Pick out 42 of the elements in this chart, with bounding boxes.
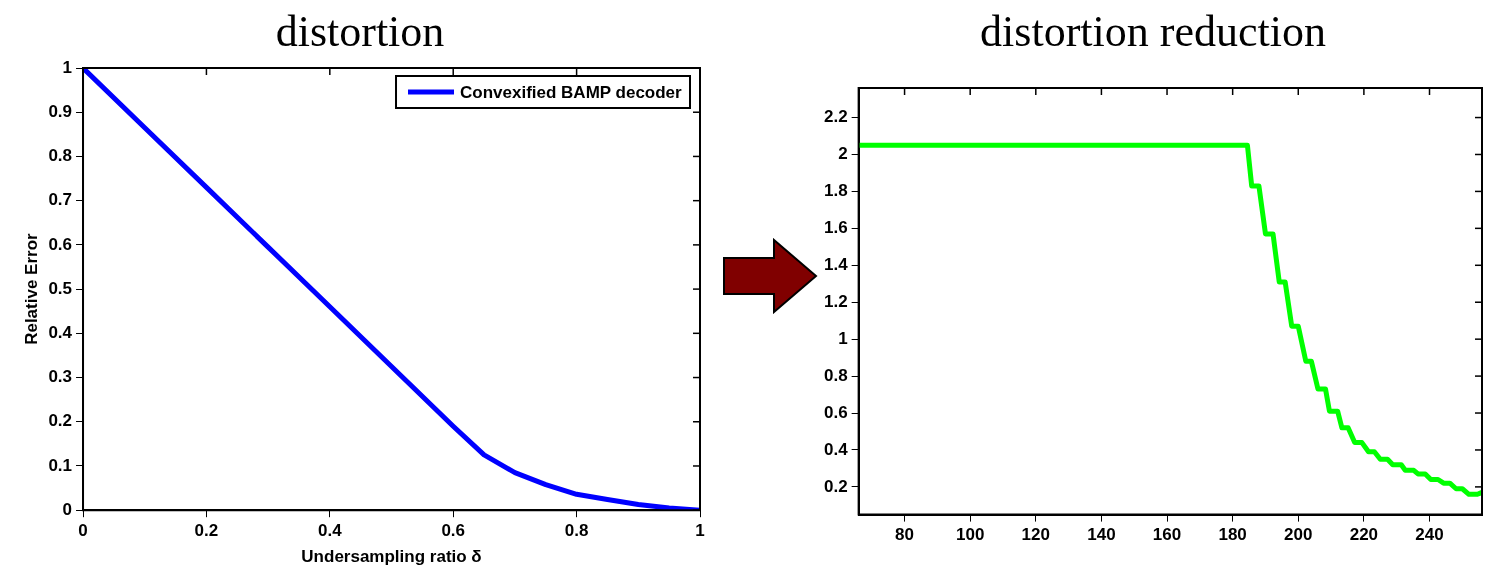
chart-title: distortion [274, 6, 446, 57]
x-tick-label: 220 [1349, 525, 1379, 545]
y-tick-label: 1 [62, 57, 73, 77]
x-tick-label: 0.4 [318, 521, 343, 541]
y-tick-label: 0.7 [48, 190, 73, 210]
legend-label: Convexified BAMP decoder [460, 82, 683, 102]
y-tick-label: 0.2 [48, 411, 73, 431]
y-tick-label: 1.6 [823, 218, 848, 238]
x-tick-label: 240 [1415, 525, 1444, 545]
y-tick-label: 0 [62, 499, 73, 519]
y-tick-label: 1.8 [823, 181, 848, 201]
x-tick-label: 160 [1152, 525, 1182, 545]
x-tick-label: 0.2 [194, 521, 219, 541]
y-tick-label: 2 [838, 144, 848, 164]
y-tick-label: 0.6 [48, 234, 73, 254]
x-tick-label: 140 [1087, 525, 1116, 545]
chart-title: distortion reduction [979, 6, 1327, 57]
y-tick-label: 2.2 [823, 107, 848, 127]
x-tick-label: 180 [1218, 525, 1247, 545]
x-tick-label: 80 [895, 525, 915, 545]
x-tick-label: 200 [1284, 525, 1313, 545]
y-tick-label: 0.8 [48, 146, 73, 166]
y-tick-label: 1.2 [823, 291, 848, 311]
y-tick-label: 0.6 [823, 402, 848, 422]
y-tick-label: 1 [838, 328, 848, 348]
y-tick-label: 0.9 [48, 101, 73, 121]
y-tick-label: 0.2 [823, 476, 848, 496]
x-tick-label: 0 [78, 521, 88, 541]
y-tick-label: 0.4 [823, 439, 849, 459]
y-tick-label: 0.3 [48, 367, 73, 387]
x-tick-label: 1 [695, 521, 705, 541]
y-tick-label: 1.4 [823, 254, 849, 274]
x-tick-label: 100 [955, 525, 985, 545]
x-tick-label: 120 [1021, 525, 1050, 545]
x-tick-label: 0.8 [564, 521, 589, 541]
y-tick-label: 0.1 [48, 455, 73, 475]
y-tick-label: 0.8 [823, 365, 848, 385]
y-tick-label: 0.5 [48, 278, 73, 298]
y-tick-label: 0.4 [48, 323, 73, 343]
x-axis-title: Undersampling ratio δ [301, 547, 482, 567]
y-axis-title: Relative Error [21, 232, 41, 345]
x-tick-label: 0.6 [441, 521, 466, 541]
